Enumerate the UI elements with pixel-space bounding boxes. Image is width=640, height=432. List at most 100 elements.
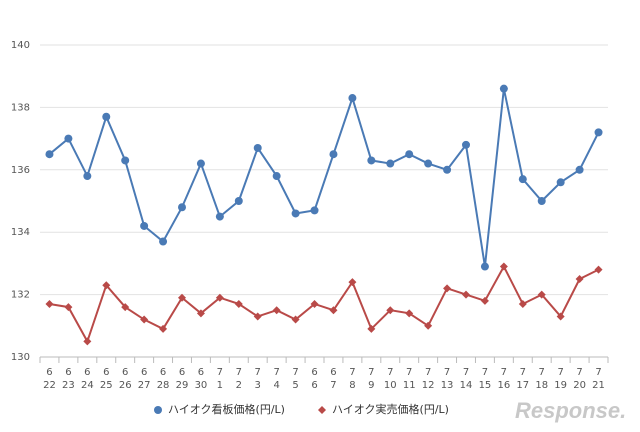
x-tick-label: 6 <box>311 380 317 391</box>
point <box>102 112 111 121</box>
point <box>575 165 584 174</box>
point <box>83 172 92 181</box>
y-tick-label: 140 <box>11 40 30 51</box>
x-tick-label: 7 <box>539 367 545 378</box>
x-tick-label: 6 <box>179 367 185 378</box>
point <box>140 221 149 230</box>
point <box>45 150 54 159</box>
point <box>178 293 186 302</box>
point <box>556 312 565 321</box>
x-tick-label: 5 <box>292 380 298 391</box>
y-tick-label: 132 <box>11 290 30 301</box>
point <box>348 278 357 287</box>
x-tick-label: 6 <box>141 367 147 378</box>
x-tick-label: 11 <box>403 380 416 391</box>
point <box>499 84 508 93</box>
point <box>310 206 319 215</box>
point <box>196 159 205 168</box>
y-tick-label: 134 <box>11 227 30 238</box>
x-tick-label: 6 <box>122 367 128 378</box>
x-tick-label: 12 <box>422 380 435 391</box>
x-tick-label: 16 <box>497 380 510 391</box>
point <box>594 265 603 274</box>
point <box>424 321 433 330</box>
x-tick-label: 13 <box>441 380 454 391</box>
x-tick-label: 29 <box>176 380 189 391</box>
x-tick-label: 7 <box>557 367 563 378</box>
x-tick-label: 7 <box>425 367 431 378</box>
x-tick-label: 24 <box>81 380 94 391</box>
x-tick-label: 7 <box>463 367 469 378</box>
x-tick-label: 7 <box>387 367 393 378</box>
point <box>367 156 376 165</box>
point <box>159 237 168 246</box>
x-tick-label: 7 <box>576 367 582 378</box>
point <box>102 281 111 290</box>
point <box>386 159 395 168</box>
x-tick-label: 3 <box>255 380 261 391</box>
x-tick-label: 4 <box>273 380 279 391</box>
point <box>154 406 162 414</box>
legend-label: ハイオク看板価格(円/L) <box>168 402 285 416</box>
x-tick-label: 23 <box>62 380 75 391</box>
point <box>462 140 470 149</box>
x-tick-label: 20 <box>573 380 586 391</box>
x-tick-label: 6 <box>65 367 71 378</box>
x-tick-label: 7 <box>501 367 507 378</box>
point <box>253 143 262 152</box>
x-tick-label: 6 <box>330 367 336 378</box>
point <box>291 209 300 218</box>
x-tick-label: 7 <box>406 367 412 378</box>
point <box>480 262 489 271</box>
x-tick-label: 6 <box>103 367 109 378</box>
point <box>310 299 319 308</box>
point <box>443 284 452 293</box>
point <box>318 406 326 414</box>
x-tick-label: 7 <box>217 367 223 378</box>
x-tick-label: 6 <box>84 367 90 378</box>
x-tick-label: 28 <box>157 380 170 391</box>
point <box>462 290 470 299</box>
point <box>499 262 508 271</box>
point <box>159 324 168 333</box>
x-tick-label: 2 <box>236 380 242 391</box>
point <box>537 197 546 205</box>
x-tick-label: 18 <box>535 380 548 391</box>
point <box>367 324 376 333</box>
point <box>405 309 414 318</box>
y-tick-label: 130 <box>11 352 30 363</box>
point <box>537 290 546 299</box>
point <box>386 306 395 315</box>
x-tick-label: 6 <box>311 367 317 378</box>
point <box>64 303 73 312</box>
y-tick-label: 138 <box>11 102 30 113</box>
x-tick-label: 17 <box>516 380 529 391</box>
x-tick-label: 7 <box>520 367 526 378</box>
point <box>140 315 149 324</box>
point <box>178 203 186 212</box>
x-tick-label: 7 <box>330 380 336 391</box>
line <box>49 264 599 344</box>
point <box>556 178 565 187</box>
x-tick-label: 6 <box>46 367 52 378</box>
point <box>196 309 205 318</box>
x-tick-label: 9 <box>368 380 374 391</box>
point <box>215 293 224 302</box>
point <box>291 315 300 324</box>
x-tick-label: 19 <box>554 380 567 391</box>
point <box>518 175 527 184</box>
x-tick-label: 25 <box>100 380 113 391</box>
point <box>348 94 357 103</box>
x-tick-label: 22 <box>43 380 56 391</box>
x-tick-label: 6 <box>198 367 204 378</box>
point <box>253 312 262 321</box>
x-tick-label: 8 <box>349 380 355 391</box>
point <box>234 299 243 308</box>
point <box>518 299 527 308</box>
x-tick-label: 7 <box>595 367 601 378</box>
legend-label: ハイオク実売価格(円/L) <box>332 402 449 416</box>
point <box>594 128 603 137</box>
x-tick-label: 14 <box>460 380 473 391</box>
point <box>329 150 338 159</box>
